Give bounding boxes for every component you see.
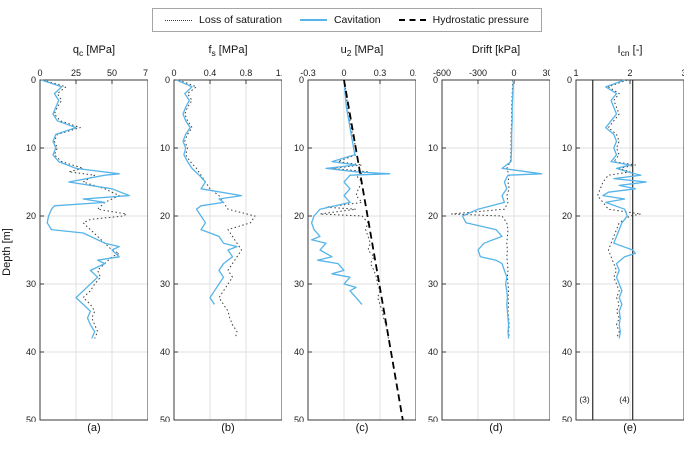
svg-text:0.4: 0.4 [204, 68, 217, 78]
panel-b-plot: 0 0.4 0.8 1.2 0 10 20 30 40 50 [160, 68, 282, 422]
svg-text:10: 10 [294, 143, 304, 153]
svg-text:40: 40 [294, 347, 304, 357]
axis-title-unit: [MPa] [215, 44, 248, 56]
panel-d-plot: -600 -300 0 300 0 10 20 30 40 50 [428, 68, 550, 422]
axis-title-unit: [-] [629, 44, 643, 56]
svg-text:25: 25 [71, 68, 81, 78]
svg-text:0: 0 [37, 68, 42, 78]
axis-title-base: f [208, 44, 212, 56]
panels-row: qc [MPa] 025507501020304050 (a) fs [MPa]… [14, 44, 694, 438]
svg-text:0: 0 [341, 68, 346, 78]
axis-title-sub: 2 [346, 48, 352, 59]
svg-text:1: 1 [573, 68, 578, 78]
axis-title-sub: s [211, 48, 216, 59]
panel-e-caption: (e) [623, 422, 637, 434]
svg-text:-0.3: -0.3 [300, 68, 316, 78]
panel-a-caption: (a) [87, 422, 101, 434]
svg-text:50: 50 [160, 415, 170, 422]
svg-text:20: 20 [294, 211, 304, 221]
panel-c: u2 [MPa] -0.300.30.601020304050 (c) [282, 44, 416, 438]
axis-title-base: q [72, 44, 80, 56]
axis-title-unit: [kPa] [492, 44, 521, 56]
axis-title-unit: [MPa] [351, 44, 384, 56]
panel-d: Drift [kPa] -600 -300 0 300 0 10 20 30 40 50 (d) [416, 44, 550, 438]
panel-c-caption: (c) [355, 422, 369, 434]
svg-text:30: 30 [428, 279, 438, 289]
panel-d-title: Drift [kPa] [442, 44, 550, 64]
svg-text:40: 40 [562, 347, 572, 357]
svg-text:1.2: 1.2 [276, 68, 282, 78]
svg-text:0: 0 [171, 68, 176, 78]
svg-text:0.3: 0.3 [374, 68, 387, 78]
svg-text:30: 30 [26, 279, 36, 289]
panel-e-title: Icn [-] [576, 44, 684, 64]
panel-e: Icn [-] 12301020304050(3)(4) (e) [550, 44, 684, 438]
svg-text:0: 0 [299, 75, 304, 85]
svg-text:20: 20 [428, 211, 438, 221]
svg-text:3: 3 [681, 68, 684, 78]
svg-text:75: 75 [143, 68, 148, 78]
svg-text:-600: -600 [433, 68, 451, 78]
svg-text:0.8: 0.8 [240, 68, 253, 78]
svg-text:50: 50 [428, 415, 438, 422]
svg-text:50: 50 [107, 68, 117, 78]
svg-text:10: 10 [160, 143, 170, 153]
panel-c-plot: -0.300.30.601020304050 [294, 68, 416, 422]
svg-text:2: 2 [627, 68, 632, 78]
dotted-line-icon [165, 19, 193, 21]
svg-text:0: 0 [165, 75, 170, 85]
panel-b: fs [MPa] 0 0.4 0.8 1.2 0 10 20 30 40 50 (b) [148, 44, 282, 438]
legend-item-loss-of-saturation: Loss of saturation [165, 14, 282, 26]
svg-text:(3): (3) [579, 395, 590, 405]
svg-text:30: 30 [160, 279, 170, 289]
solid-line-icon [299, 19, 327, 21]
svg-text:30: 30 [294, 279, 304, 289]
panel-a-title: qc [MPa] [40, 44, 148, 64]
svg-text:10: 10 [26, 143, 36, 153]
svg-text:-300: -300 [469, 68, 487, 78]
panel-e-plot: 12301020304050(3)(4) [562, 68, 684, 422]
panel-b-caption: (b) [221, 422, 235, 434]
svg-text:50: 50 [294, 415, 304, 422]
legend: Loss of saturation Cavitation Hydrostati… [152, 8, 542, 32]
legend-item-cavitation: Cavitation [299, 14, 381, 26]
svg-text:50: 50 [26, 415, 36, 422]
legend-label: Cavitation [333, 14, 381, 26]
svg-text:0: 0 [31, 75, 36, 85]
panel-d-caption: (d) [489, 422, 503, 434]
axis-title-sub: c [79, 48, 84, 59]
svg-text:0: 0 [433, 75, 438, 85]
axis-title-unit: [MPa] [83, 44, 116, 56]
svg-text:30: 30 [562, 279, 572, 289]
svg-text:10: 10 [562, 143, 572, 153]
svg-text:0: 0 [511, 68, 516, 78]
svg-text:0.6: 0.6 [410, 68, 416, 78]
axis-title-sub: cn [620, 48, 630, 59]
svg-text:50: 50 [562, 415, 572, 422]
axis-title-base: Drift [471, 44, 493, 56]
legend-label: Hydrostatic pressure [432, 14, 529, 26]
legend-label: Loss of saturation [199, 14, 282, 26]
svg-text:10: 10 [428, 143, 438, 153]
axis-title-base: u [340, 44, 347, 56]
y-axis-label: Depth [m] [1, 228, 13, 276]
svg-text:0: 0 [567, 75, 572, 85]
dashed-line-icon [398, 19, 426, 21]
svg-text:40: 40 [428, 347, 438, 357]
legend-wrap: Loss of saturation Cavitation Hydrostati… [0, 0, 694, 32]
svg-text:(4): (4) [619, 395, 630, 405]
panel-a: qc [MPa] 0 25 50 75 0 10 20 30 40 50 (a) [14, 44, 148, 438]
svg-text:20: 20 [26, 211, 36, 221]
panel-a-plot: 0 25 50 75 0 10 20 30 40 50 [26, 68, 148, 422]
svg-text:40: 40 [160, 347, 170, 357]
svg-text:20: 20 [562, 211, 572, 221]
panel-c-title: u2 [MPa] [308, 44, 416, 64]
panel-b-title: fs [MPa] [174, 44, 282, 64]
svg-text:20: 20 [160, 211, 170, 221]
svg-text:40: 40 [26, 347, 36, 357]
axis-title-base: I [617, 44, 621, 56]
legend-item-hydrostatic-pressure: Hydrostatic pressure [398, 14, 529, 26]
svg-text:300: 300 [542, 68, 550, 78]
